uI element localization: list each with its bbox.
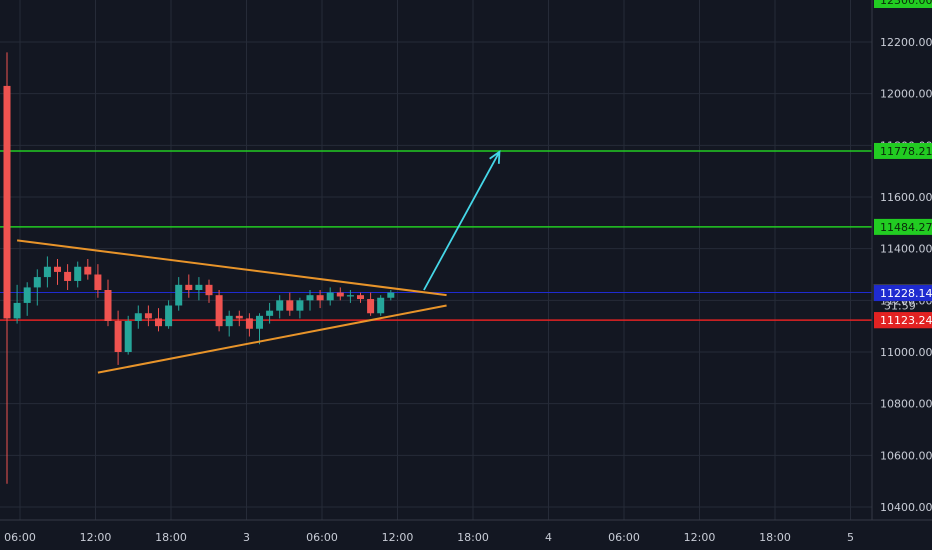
time-tick-label: 18:00	[155, 531, 187, 544]
triangle-lower-trendline	[97, 304, 447, 374]
level-label-bg	[874, 218, 932, 235]
candle-body	[336, 292, 344, 297]
time-tick-label: 18:00	[759, 531, 791, 544]
price-axis-panel	[872, 0, 932, 520]
candle-body	[245, 318, 253, 329]
candle-body	[134, 313, 142, 321]
time-tick-label: 4	[545, 531, 552, 544]
horizontal-levels	[0, 150, 872, 321]
candle-body	[215, 295, 223, 327]
candle-body	[326, 292, 334, 301]
candle-body	[306, 295, 314, 301]
candle-body	[94, 274, 102, 290]
price-tick-label: 11600.00	[880, 191, 932, 204]
candle-body	[316, 295, 324, 301]
candle-body	[43, 266, 51, 278]
candle-body	[33, 277, 41, 288]
time-tick-label: 12:00	[382, 531, 414, 544]
candle-body	[74, 266, 82, 281]
support-price-label: 11123.24	[880, 314, 932, 327]
time-tick-label: 06:00	[4, 531, 36, 544]
candle-body	[13, 302, 21, 319]
candle-body	[144, 313, 152, 319]
top-cut-label-bg	[874, 0, 932, 8]
support-price-label-bg	[874, 312, 932, 329]
candle-body	[104, 290, 112, 321]
candle-body	[286, 300, 294, 311]
candle-body	[195, 284, 203, 290]
time-tick-label: 18:00	[457, 531, 489, 544]
candle-body	[64, 271, 72, 281]
level-label: 11778.21	[880, 145, 932, 158]
level-label-bg	[874, 142, 932, 159]
breakout-arrow	[423, 151, 501, 291]
candle-body	[377, 297, 385, 314]
time-tick-label: 06:00	[306, 531, 338, 544]
level-label: 11484.27	[880, 221, 932, 234]
candle-body	[256, 315, 263, 329]
last-price-label: 11228.14	[880, 287, 932, 300]
price-tick-label: 11000.00	[880, 346, 932, 359]
candle-body	[3, 85, 11, 319]
time-tick-label: 12:00	[684, 531, 716, 544]
candle-body	[165, 305, 173, 327]
price-tick-label: 10600.00	[880, 449, 932, 462]
candle-body	[185, 284, 193, 290]
triangle-upper-trendline	[16, 239, 447, 297]
candle-body	[23, 287, 31, 303]
candle-body	[205, 284, 213, 296]
time-axis[interactable]: 06:00 12:00 18:00 3 06:00 12:00 18:00 4 06:00 12:…	[4, 531, 854, 544]
candle-body	[54, 266, 61, 272]
price-tick-label: 10400.00	[880, 501, 932, 514]
candle-body	[367, 299, 375, 314]
price-axis-labels: 12300.0011778.2111484.2711230.3011123.24…	[873, 0, 932, 329]
time-tick-label: 5	[847, 531, 854, 544]
top-cut-label: 12300.00	[880, 0, 932, 7]
time-tick-label: 06:00	[608, 531, 640, 544]
candle-body	[124, 321, 132, 352]
bar-countdown: 31:59	[884, 300, 916, 313]
time-tick-label: 3	[243, 531, 250, 544]
candle-body	[276, 300, 284, 311]
time-tick-label: 12:00	[80, 531, 112, 544]
candle-body	[225, 315, 233, 327]
candle-body	[357, 295, 364, 300]
price-tick-label: 11400.00	[880, 243, 932, 256]
candle-body	[296, 300, 304, 311]
candle-body	[114, 321, 122, 352]
candle-body	[235, 315, 243, 319]
candle-body	[84, 266, 92, 275]
candle-body	[266, 310, 274, 316]
drawings	[16, 149, 501, 374]
breakout-arrow-head	[489, 149, 501, 164]
candles	[3, 52, 395, 484]
candle-body	[155, 318, 162, 327]
candle-body	[175, 284, 183, 306]
candle-body	[387, 292, 395, 298]
price-tick-label: 12000.00	[880, 88, 932, 101]
price-tick-label: 10800.00	[880, 398, 932, 411]
last-price-label-bg	[874, 285, 932, 302]
price-tick-label: 12200.00	[880, 36, 932, 49]
candle-body	[346, 295, 354, 297]
